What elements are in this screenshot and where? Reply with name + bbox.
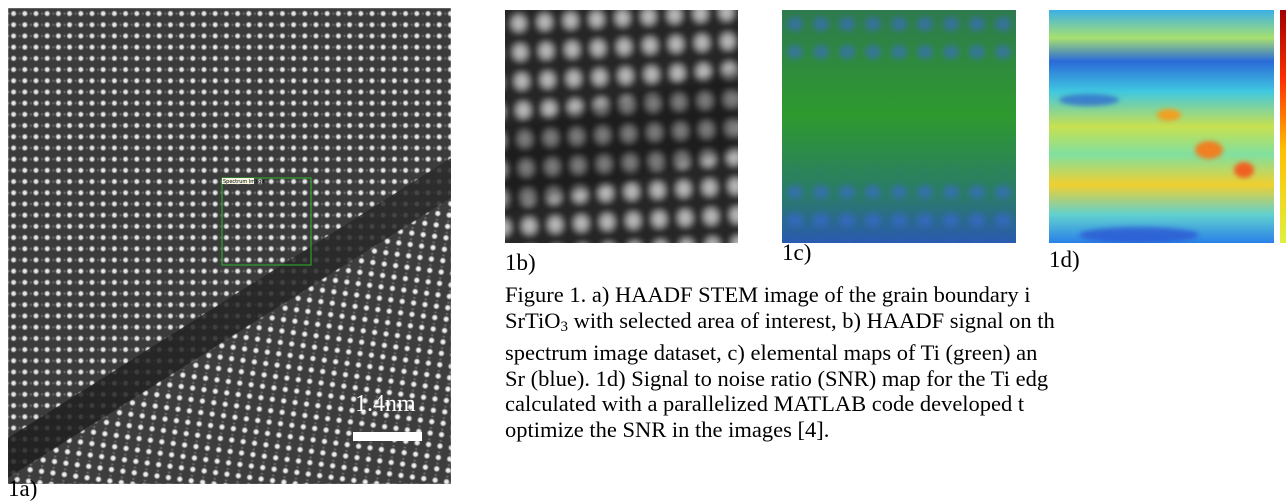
caption-line: Figure 1. a) HAADF STEM image of the gra…	[505, 282, 1286, 308]
caption-text: with selected area of interest, b) HAADF…	[568, 308, 1055, 333]
caption-line: spectrum image dataset, c) elemental map…	[505, 340, 1286, 366]
panel-label: 1b)	[505, 250, 536, 276]
page: Spectrum Image 1.4nm 1a) 1b) 1c)	[0, 0, 1286, 499]
panel-label: 1a)	[8, 476, 37, 502]
haadf-signal-image	[505, 10, 738, 243]
panel-label: 1d)	[1049, 247, 1080, 273]
caption-line: calculated with a parallelized MATLAB co…	[505, 391, 1286, 417]
caption-line: Sr (blue). 1d) Signal to noise ratio (SN…	[505, 366, 1286, 392]
scale-bar-label: 1.4nm	[355, 391, 416, 417]
scale-bar	[353, 432, 422, 441]
caption-line: SrTiO3 with selected area of interest, b…	[505, 308, 1286, 341]
caption-line: optimize the SNR in the images [4].	[505, 417, 1286, 443]
elemental-map-image	[782, 10, 1016, 243]
subscript: 3	[560, 319, 568, 335]
caption-text: SrTiO	[505, 308, 560, 333]
snr-map-image	[1049, 10, 1286, 243]
panel-label: 1c)	[782, 240, 811, 266]
haadf-image: Spectrum Image 1.4nm	[8, 8, 451, 484]
box-label: Spectrum Image	[223, 179, 264, 185]
caption: Figure 1. a) HAADF STEM image of the gra…	[505, 282, 1286, 442]
